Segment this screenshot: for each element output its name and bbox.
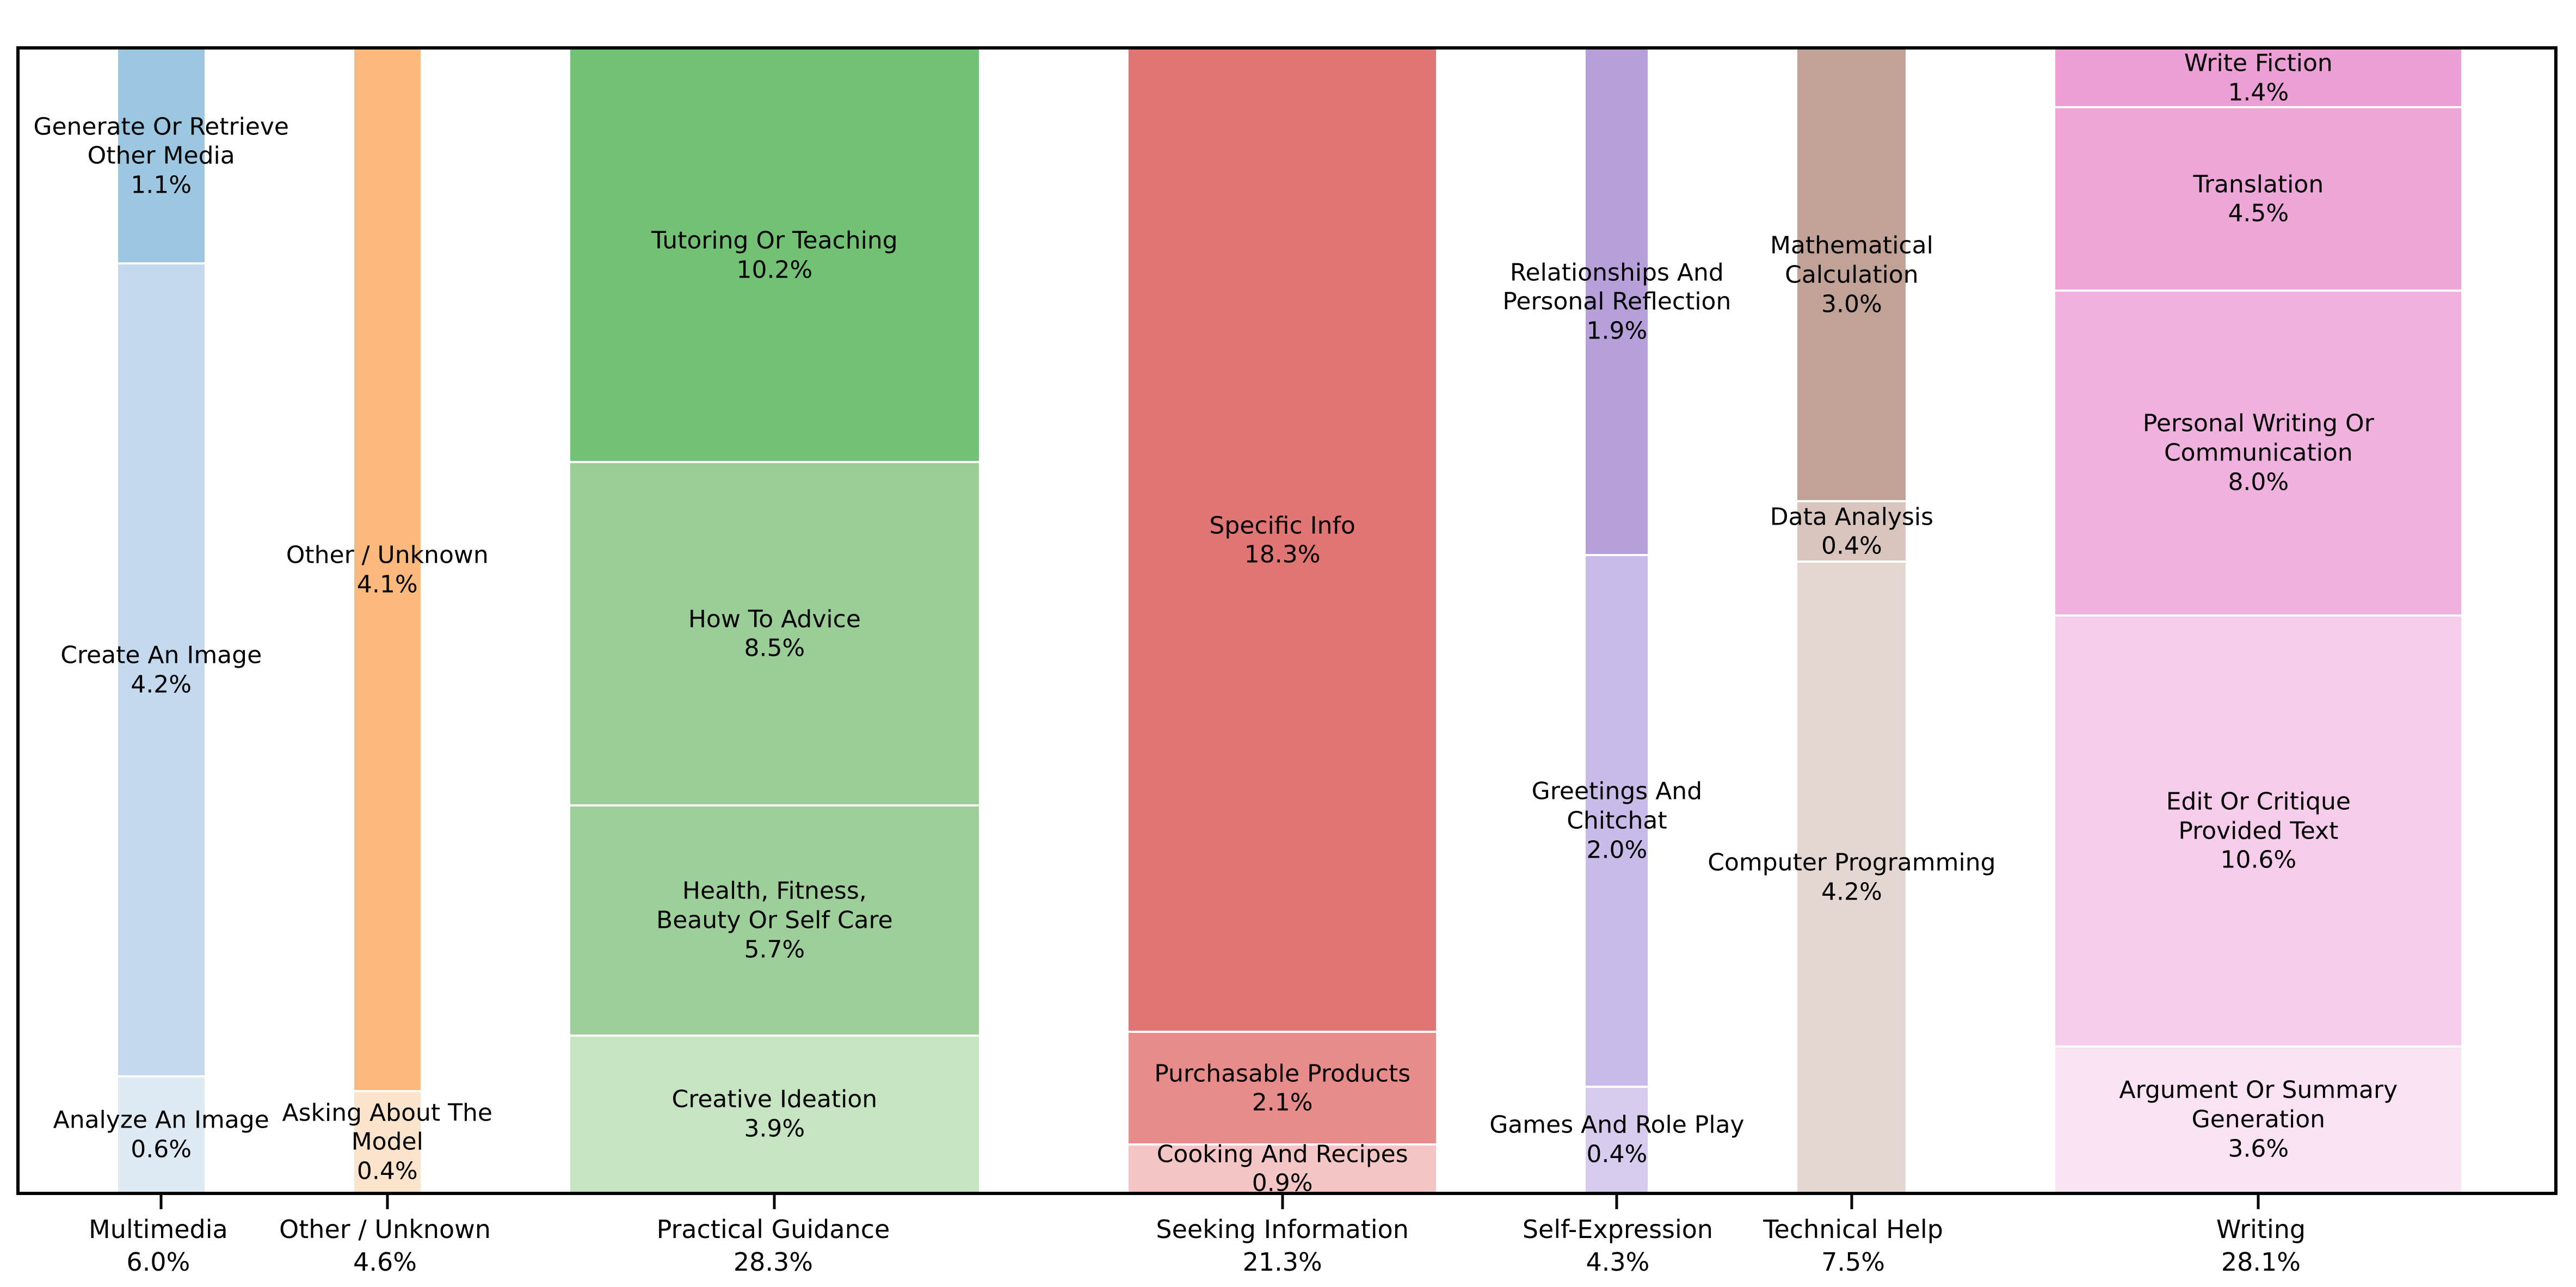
segment-other-unknown: Other / Unknown 4.1% — [286, 49, 489, 1091]
segment-creative-ideation: Creative Ideation 3.9% — [570, 1034, 979, 1192]
segment-label-how-to-advice: How To Advice 8.5% — [688, 605, 861, 662]
segment-generate-or-retrieve-other-media: Generate Or Retrieve Other Media 1.1% — [33, 49, 289, 263]
segment-asking-about-the-model: Asking About The Model 0.4% — [282, 1090, 492, 1192]
segment-relationships-and-personal-reflection: Relationships And Personal Reflection 1.… — [1502, 49, 1731, 555]
x-axis-label-self-expression: Self-Expression 4.3% — [1522, 1215, 1714, 1277]
category-bar-multimedia: Generate Or Retrieve Other Media 1.1% Cre… — [33, 49, 289, 1192]
x-axis-tick-practical-guidance — [773, 1191, 776, 1209]
segment-label-tutoring-or-teaching: Tutoring Or Teaching 10.2% — [651, 226, 898, 284]
x-axis-label-practical-guidance: Practical Guidance 28.3% — [656, 1215, 890, 1277]
segment-how-to-advice: How To Advice 8.5% — [570, 461, 979, 804]
segment-label-greetings-and-chitchat: Greetings And Chitchat 2.0% — [1531, 777, 1703, 864]
segment-label-data-analysis: Data Analysis 0.4% — [1770, 502, 1934, 560]
segment-translation: Translation 4.5% — [2055, 106, 2462, 290]
x-axis-label-other-unknown: Other / Unknown 4.6% — [279, 1215, 491, 1277]
segment-label-write-fiction: Write Fiction 1.4% — [2184, 49, 2333, 107]
plot-area: Generate Or Retrieve Other Media 1.1% Cre… — [16, 46, 2557, 1209]
segment-label-generate-or-retrieve-other-media: Generate Or Retrieve Other Media 1.1% — [33, 113, 289, 199]
segment-argument-or-summary-generation: Argument Or Summary Generation 3.6% — [2055, 1045, 2462, 1192]
x-axis-tick-writing — [2257, 1191, 2260, 1209]
segment-label-relationships-and-personal-reflection: Relationships And Personal Reflection 1.… — [1502, 258, 1731, 345]
x-axis-tick-other-unknown — [386, 1191, 389, 1209]
segment-personal-writing-or-communication: Personal Writing Or Communication 8.0% — [2055, 289, 2462, 615]
x-axis-label-seeking-information: Seeking Information 21.3% — [1156, 1215, 1409, 1277]
segment-label-edit-or-critique-provided-text: Edit Or Critique Provided Text 10.6% — [2166, 787, 2351, 874]
segment-edit-or-critique-provided-text: Edit Or Critique Provided Text 10.6% — [2055, 614, 2462, 1045]
category-bar-practical-guidance: Tutoring Or Teaching 10.2% How To Advice … — [570, 49, 979, 1192]
x-axis-label-writing: Writing 28.1% — [2216, 1215, 2306, 1277]
segment-cooking-and-recipes: Cooking And Recipes 0.9% — [1128, 1140, 1437, 1197]
segment-create-an-image: Create An Image 4.2% — [60, 262, 262, 1076]
segment-label-other-unknown: Other / Unknown 4.1% — [286, 541, 489, 599]
category-bar-seeking-information: Specific Info 18.3% Purchasable Products … — [1128, 49, 1437, 1197]
segment-label-mathematical-calculation: Mathematical Calculation 3.0% — [1770, 231, 1933, 318]
segment-label-personal-writing-or-communication: Personal Writing Or Communication 8.0% — [2142, 409, 2374, 496]
segment-specific-info: Specific Info 18.3% — [1128, 49, 1437, 1031]
segment-mathematical-calculation: Mathematical Calculation 3.0% — [1770, 49, 1933, 501]
segment-purchasable-products: Purchasable Products 2.1% — [1128, 1031, 1437, 1144]
category-bar-technical-help: Mathematical Calculation 3.0% Data Analys… — [1708, 49, 1996, 1192]
x-axis-labels: Multimedia 6.0% Other / Unknown 4.6% Pract… — [16, 1214, 2557, 1287]
category-bar-other-unknown: Other / Unknown 4.1% Asking About The Mod… — [282, 49, 492, 1192]
x-axis-label-technical-help: Technical Help 7.5% — [1763, 1215, 1943, 1277]
x-axis-tick-technical-help — [1850, 1191, 1853, 1209]
segment-tutoring-or-teaching: Tutoring Or Teaching 10.2% — [570, 49, 979, 461]
segment-label-translation: Translation 4.5% — [2193, 170, 2324, 227]
segment-label-health-fitness-beauty-or-self-care: Health, Fitness, Beauty Or Self Care 5.7… — [656, 877, 893, 964]
segment-computer-programming: Computer Programming 4.2% — [1708, 560, 1996, 1192]
segment-label-cooking-and-recipes: Cooking And Recipes 0.9% — [1156, 1140, 1408, 1197]
segment-label-computer-programming: Computer Programming 4.2% — [1708, 848, 1996, 906]
segment-label-asking-about-the-model: Asking About The Model 0.4% — [282, 1099, 492, 1185]
segment-label-analyze-an-image: Analyze An Image 0.6% — [53, 1106, 269, 1163]
segment-write-fiction: Write Fiction 1.4% — [2055, 49, 2462, 107]
x-axis-tick-multimedia — [159, 1191, 163, 1209]
segment-analyze-an-image: Analyze An Image 0.6% — [53, 1075, 269, 1192]
segment-label-purchasable-products: Purchasable Products 2.1% — [1154, 1060, 1411, 1117]
segment-label-create-an-image: Create An Image 4.2% — [60, 641, 262, 699]
segment-greetings-and-chitchat: Greetings And Chitchat 2.0% — [1532, 554, 1702, 1086]
segment-label-games-and-role-play: Games And Role Play 0.4% — [1489, 1111, 1745, 1168]
segment-games-and-role-play: Games And Role Play 0.4% — [1489, 1085, 1745, 1192]
x-axis-label-multimedia: Multimedia 6.0% — [89, 1215, 228, 1277]
segment-health-fitness-beauty-or-self-care: Health, Fitness, Beauty Or Self Care 5.7… — [570, 804, 979, 1034]
x-axis-tick-seeking-information — [1281, 1191, 1284, 1209]
segment-label-argument-or-summary-generation: Argument Or Summary Generation 3.6% — [2119, 1076, 2398, 1163]
segment-label-specific-info: Specific Info 18.3% — [1209, 511, 1355, 569]
category-bar-self-expression: Relationships And Personal Reflection 1.… — [1489, 49, 1745, 1192]
x-axis-tick-self-expression — [1615, 1191, 1618, 1209]
segment-data-analysis: Data Analysis 0.4% — [1770, 500, 1933, 561]
category-bar-writing: Write Fiction 1.4% Translation 4.5% Person… — [2055, 49, 2462, 1192]
segment-label-creative-ideation: Creative Ideation 3.9% — [671, 1085, 878, 1143]
